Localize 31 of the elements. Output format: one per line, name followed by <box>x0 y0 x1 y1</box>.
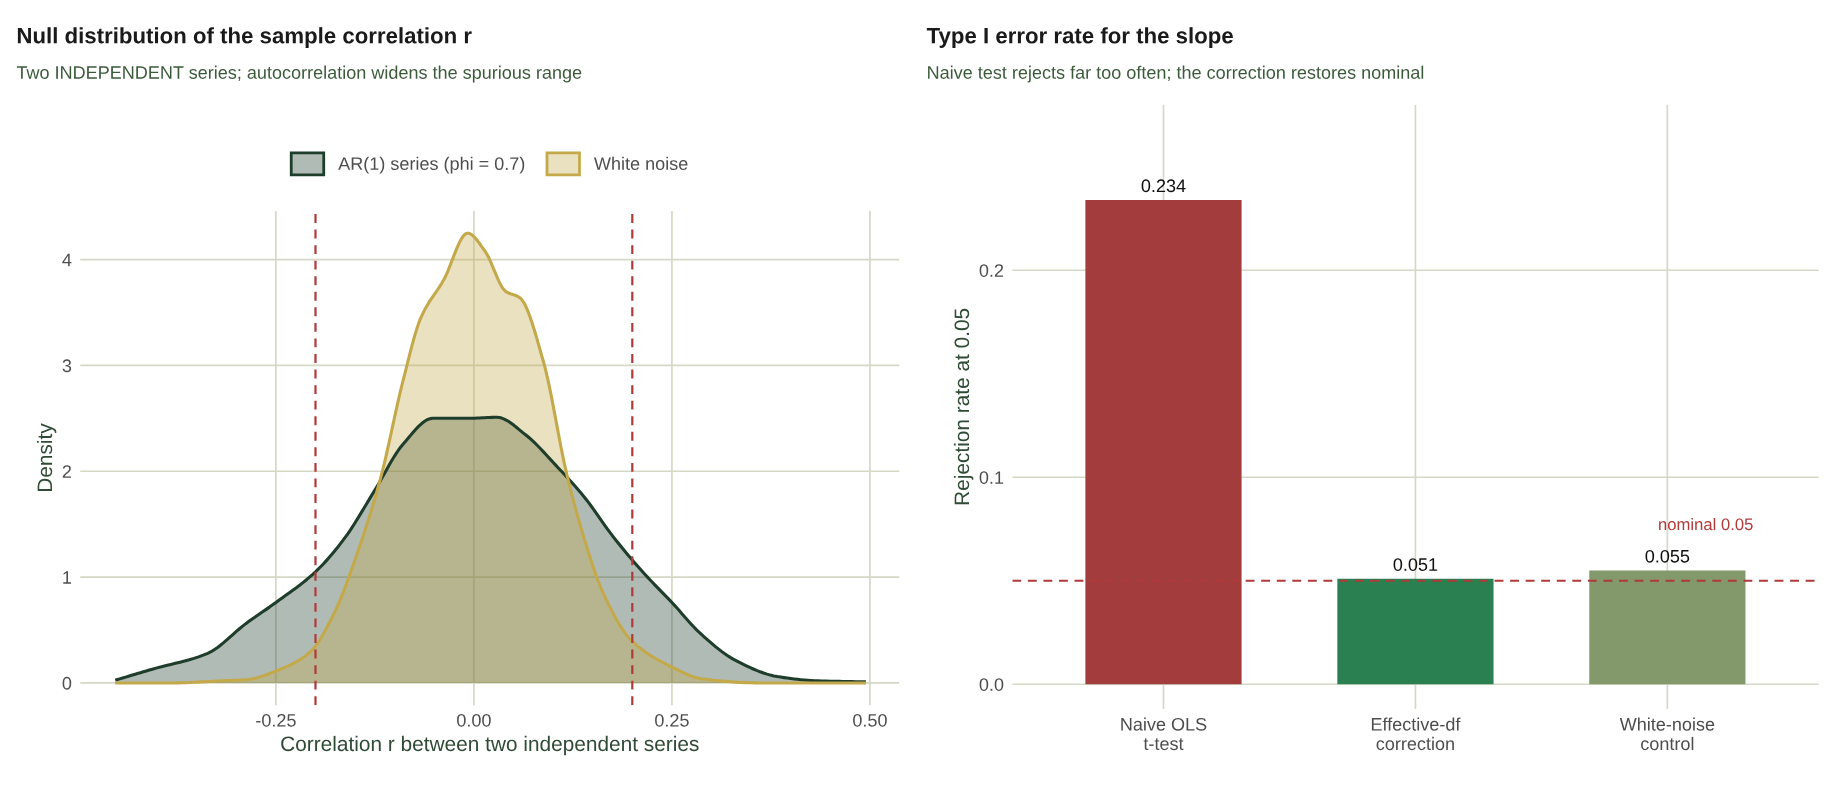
legend-label: White noise <box>594 156 688 171</box>
bar <box>1589 570 1746 685</box>
chart-subtitle: Naive test rejects far too often; the correction restores nominal <box>928 65 1424 83</box>
legend-label: AR(1) series (phi = 0.7) <box>338 156 525 174</box>
x-tick-label: 0.00 <box>457 713 491 727</box>
y-tick-label: 4 <box>62 253 72 267</box>
ref-line-label: nominal 0.05 <box>1659 517 1753 531</box>
chart-subtitle: Two INDEPENDENT series; autocorrelation widens the spurious range <box>16 65 582 83</box>
x-tick-label: Effective-df correction <box>1371 717 1461 751</box>
bar <box>1337 578 1494 685</box>
x-tick-label: -0.25 <box>256 713 296 727</box>
bar <box>1085 199 1242 685</box>
x-tick-label: White-noise control <box>1619 717 1715 751</box>
y-tick-label: 3 <box>62 359 72 373</box>
data-label: 0.051 <box>1393 558 1438 571</box>
y-tick-label: 2 <box>62 465 72 478</box>
y-tick-label: 0.2 <box>979 264 1004 277</box>
chart-title: Type I error rate for the slope <box>926 27 1233 48</box>
x-tick-label: 0.25 <box>655 713 689 727</box>
chart-title: Null distribution of the sample correlation r <box>17 27 472 48</box>
y-tick-label: 0.1 <box>979 471 1004 484</box>
x-tick-label: 0.50 <box>853 713 887 727</box>
x-tick-label: Naive OLS t-test <box>1121 717 1207 751</box>
y-tick-label: 0.0 <box>979 678 1004 691</box>
data-label: 0.234 <box>1141 179 1186 193</box>
y-axis-title: Rejection rate at 0.05 <box>953 308 974 505</box>
y-tick-label: 1 <box>63 571 72 584</box>
x-axis-title: Correlation r between two independent series <box>281 735 699 756</box>
y-tick-label: 0 <box>62 676 72 690</box>
y-axis-title: Density <box>36 423 57 492</box>
data-label: 0.055 <box>1645 549 1690 563</box>
